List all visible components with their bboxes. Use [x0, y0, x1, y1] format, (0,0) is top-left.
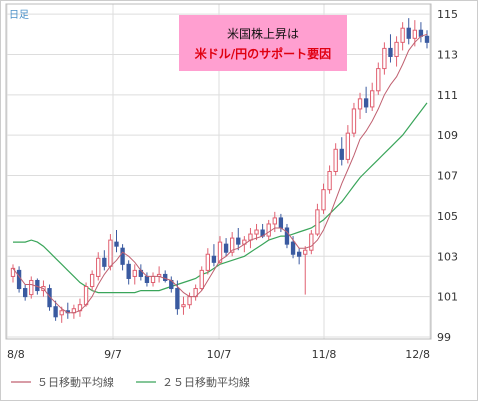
candle-body	[290, 241, 296, 255]
candle-body	[120, 247, 125, 265]
candle-body	[406, 27, 411, 39]
candle-body	[327, 171, 332, 191]
candle-body	[230, 237, 235, 253]
candle-body	[217, 241, 223, 263]
candle-body	[266, 223, 271, 237]
candle-body	[272, 217, 277, 225]
candle-body	[321, 189, 326, 211]
x-tick-label: 8/8	[7, 348, 25, 361]
annotation-box: 米国株上昇は 米ドル/円のサポート要因	[179, 15, 347, 71]
candle-body	[333, 148, 338, 173]
x-tick-label: 9/7	[104, 348, 122, 361]
ma5-line	[12, 33, 428, 314]
candle-body	[35, 279, 40, 292]
y-tick-label: 113	[437, 48, 458, 61]
candle-body	[144, 275, 150, 283]
candle-body	[339, 148, 344, 160]
candle-body	[412, 29, 417, 39]
candle-body	[211, 255, 217, 263]
legend-ma5-label: ５日移動平均線	[37, 375, 114, 389]
candle-body	[10, 267, 16, 277]
candle-body	[23, 288, 28, 298]
candle-body	[102, 257, 107, 267]
y-axis: 99 101 103 105 107 109 111 113 115	[437, 8, 458, 344]
candle-body	[345, 132, 351, 160]
candle-body	[370, 90, 375, 108]
candle-body	[89, 273, 95, 288]
candle-body	[388, 47, 393, 57]
plot-frame	[5, 3, 432, 340]
x-tick-label: 12/8	[405, 348, 430, 361]
candle-body	[114, 241, 119, 247]
annotation-line2: 米ドル/円のサポート要因	[195, 46, 331, 61]
candle-body	[376, 68, 381, 92]
candle-body	[108, 239, 113, 267]
candle-body	[132, 269, 137, 277]
candle-body	[424, 35, 430, 43]
x-axis: 8/8 9/7 10/7 11/8 12/8	[7, 348, 430, 361]
legend-ma25-label: ２５日移動平均線	[162, 375, 250, 389]
candle-body	[187, 296, 192, 306]
y-tick-label: 99	[437, 331, 451, 344]
candle-body	[363, 98, 369, 108]
candle-body	[83, 286, 89, 306]
candle-body	[309, 233, 314, 251]
candle-body	[59, 310, 64, 316]
y-tick-label: 115	[437, 8, 458, 21]
y-tick-label: 103	[437, 250, 458, 263]
candle-body	[163, 273, 168, 281]
candle-body	[418, 29, 424, 37]
candle-body	[150, 275, 156, 283]
candle-body	[315, 209, 320, 235]
candle-body	[382, 47, 387, 70]
candle-body	[351, 108, 357, 134]
y-tick-label: 109	[437, 129, 458, 142]
y-tick-label: 105	[437, 210, 458, 223]
candle-body	[53, 306, 58, 318]
frequency-label: 日足	[9, 9, 29, 21]
candle-body	[254, 229, 259, 235]
candle-body	[284, 227, 290, 245]
annotation-background	[179, 15, 347, 71]
candle-body	[16, 269, 22, 290]
y-tick-label: 111	[437, 89, 458, 102]
legend: ５日移動平均線 ２５日移動平均線	[11, 375, 250, 389]
candle-body	[126, 263, 131, 279]
y-tick-label: 107	[437, 170, 458, 183]
candle-body	[181, 304, 186, 308]
x-tick-label: 10/7	[207, 348, 232, 361]
y-tick-label: 101	[437, 291, 458, 304]
candle-body	[223, 243, 229, 253]
candle-body	[357, 98, 363, 110]
candle-body	[394, 41, 399, 57]
candle-body	[199, 269, 204, 290]
candle-body	[29, 279, 34, 296]
candle-body	[303, 249, 308, 255]
annotation-line1: 米国株上昇は	[227, 26, 299, 41]
candle-body	[296, 251, 302, 257]
x-tick-label: 11/8	[312, 348, 337, 361]
candle-body	[236, 237, 241, 245]
candle-body	[96, 257, 101, 277]
candle-body	[175, 288, 180, 310]
candle-body	[278, 217, 284, 229]
candle-body	[400, 27, 405, 43]
ma5-line-layer	[12, 33, 428, 314]
candle-body	[205, 253, 210, 271]
